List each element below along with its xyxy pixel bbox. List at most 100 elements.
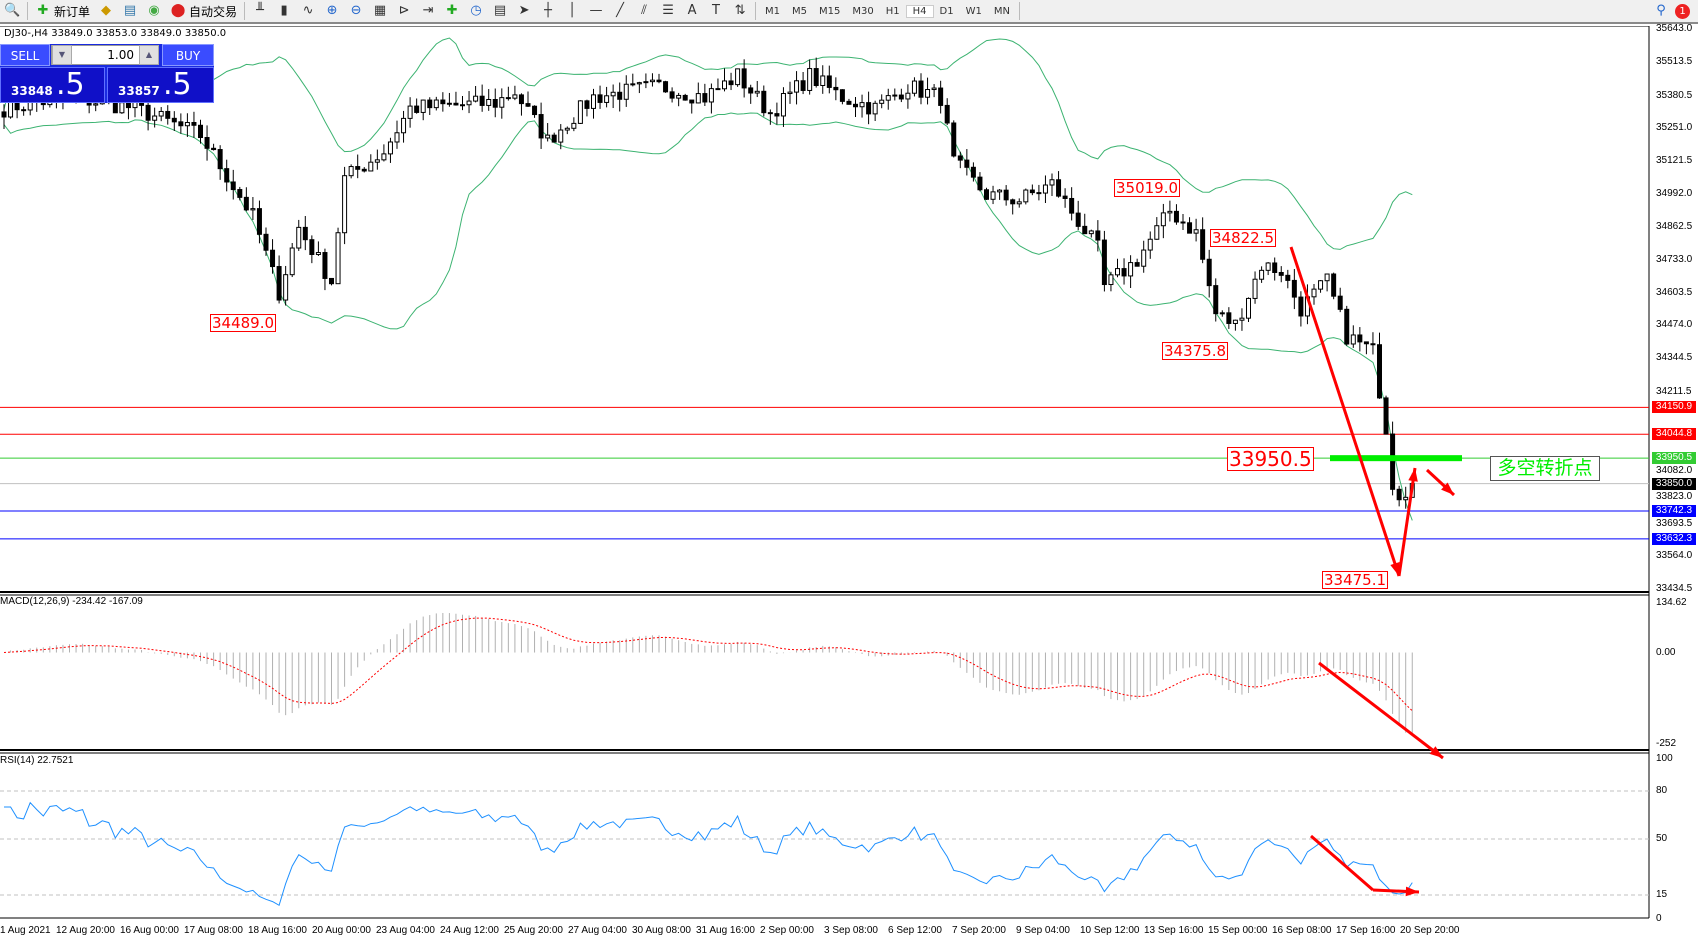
line-chart-icon[interactable]: ∿ [302, 3, 314, 18]
lots-decrease-button[interactable]: ▼ [52, 45, 72, 65]
time-axis-label: 9 Sep 04:00 [1016, 925, 1070, 936]
price-label-pivot[interactable]: 33950.5 [1227, 447, 1314, 471]
arrows-icon[interactable]: ⇅ [734, 3, 746, 18]
hline-price-tag[interactable]: 33950.5 [1652, 452, 1696, 464]
timeframe-m30[interactable]: M30 [852, 5, 874, 17]
templates-icon[interactable]: ▤ [493, 3, 507, 18]
sell-price[interactable]: 33848.5 [0, 67, 105, 103]
timeframe-m5[interactable]: M5 [792, 5, 808, 17]
crosshair-icon[interactable]: ┼ [544, 3, 552, 18]
candle-bull [1252, 278, 1258, 299]
candle-bear [1337, 295, 1343, 310]
price-label-high-2[interactable]: 34822.5 [1210, 229, 1277, 247]
candle-bull [368, 161, 374, 172]
candle-bear [584, 100, 590, 109]
buy-button[interactable]: BUY [162, 44, 214, 66]
candle-bear [518, 94, 524, 105]
candle-bull [885, 95, 891, 101]
candle-bear [1036, 192, 1042, 195]
autoscroll-icon[interactable]: ⇥ [422, 3, 434, 18]
price-axis-label: 34862.5 [1656, 221, 1693, 232]
hline-price-tag[interactable]: 34150.9 [1652, 401, 1696, 413]
candle-bull [859, 102, 865, 108]
bar-chart-icon[interactable]: ╨ [256, 3, 264, 18]
time-axis-label: 31 Aug 16:00 [696, 925, 755, 936]
candle-bear [774, 113, 780, 117]
candle-bull [591, 94, 596, 109]
notification-badge[interactable]: 1 [1675, 3, 1690, 19]
hline-price-tag[interactable]: 33850.0 [1652, 478, 1696, 490]
timeframe-h1[interactable]: H1 [885, 5, 900, 17]
timeframe-mn[interactable]: MN [993, 5, 1010, 17]
vertical-line-icon[interactable]: │ [568, 3, 576, 18]
candle-bull [512, 94, 518, 99]
candlestick-icon[interactable]: ▮ [280, 3, 288, 18]
candle-bear [276, 266, 282, 301]
candle-bull [394, 132, 400, 143]
candle-bear [237, 189, 243, 198]
candle-bull [387, 141, 393, 155]
cursor-icon[interactable]: ➤ [518, 3, 530, 18]
lots-increase-button[interactable]: ▲ [139, 45, 159, 65]
terminal-button[interactable]: ▤ [118, 0, 142, 22]
candle-bull [335, 232, 341, 285]
divider [1018, 2, 1020, 20]
trendline-icon[interactable]: ╱ [616, 3, 624, 18]
periods-icon[interactable]: ◷ [470, 3, 482, 18]
candle-bull [158, 110, 164, 117]
time-axis-label: 30 Aug 08:00 [632, 925, 691, 936]
price-label-low-2[interactable]: 34375.8 [1162, 342, 1229, 360]
candle-bull [1042, 184, 1048, 194]
zoom-out-icon[interactable]: ⊖ [350, 3, 362, 18]
candle-bull [499, 97, 505, 108]
horizontal-line-icon[interactable]: — [589, 3, 603, 18]
equidistant-channel-icon[interactable]: ⫽ [641, 3, 647, 18]
candle-bear [984, 189, 989, 200]
lots-input[interactable]: 1.00 [51, 45, 159, 65]
candle-bull [1324, 273, 1330, 282]
signal-button[interactable]: ◉ [142, 0, 166, 22]
indicators-icon[interactable]: ✚ [446, 3, 458, 18]
price-axis-label: 34992.0 [1656, 188, 1693, 199]
buy-price[interactable]: 33857.5 [107, 67, 214, 103]
text-icon[interactable]: A [687, 3, 697, 18]
toolbar-zoom[interactable]: 🔍 [0, 0, 24, 22]
new-order-button[interactable]: ✚ 新订单 [31, 0, 94, 22]
candle-bear [826, 75, 832, 88]
price-label-bottom[interactable]: 33475.1 [1322, 571, 1389, 589]
candle-bull [250, 208, 256, 211]
hline-price-tag[interactable]: 33632.3 [1652, 533, 1696, 545]
hline-price-tag[interactable]: 34044.8 [1652, 428, 1696, 440]
candle-bear [1272, 262, 1278, 274]
timeframe-h4[interactable]: H4 [905, 4, 934, 18]
candle-bear [1363, 341, 1369, 345]
candle-bull [925, 89, 931, 98]
candle-bear [178, 121, 184, 127]
price-label-low[interactable]: 34489.0 [210, 314, 277, 332]
turning-point-annotation[interactable]: 多空转折点 [1490, 456, 1600, 481]
candle-bear [669, 91, 675, 99]
timeframe-m1[interactable]: M1 [765, 5, 781, 17]
time-axis-label: 2 Sep 00:00 [760, 925, 814, 936]
chart-shift-icon[interactable]: ⊳ [398, 3, 410, 18]
timeframe-d1[interactable]: D1 [939, 5, 954, 17]
auto-trading-button[interactable]: ⬤ 自动交易 [166, 0, 241, 22]
price-label-high[interactable]: 35019.0 [1114, 179, 1181, 197]
candle-bear [440, 99, 446, 105]
fibonacci-icon[interactable]: ☰ [662, 3, 674, 18]
timeframe-w1[interactable]: W1 [965, 5, 982, 17]
sell-button[interactable]: SELL [0, 44, 50, 66]
hline-price-tag[interactable]: 33742.3 [1652, 505, 1696, 517]
tile-windows-icon[interactable]: ▦ [373, 3, 387, 18]
candle-bear [1200, 229, 1206, 260]
text-label-icon[interactable]: T [712, 3, 720, 18]
history-button[interactable]: ◆ [94, 0, 118, 22]
candle-bull [374, 159, 380, 163]
candle-bull [780, 93, 786, 117]
timeframe-m15[interactable]: M15 [819, 5, 841, 17]
zoom-in-icon[interactable]: ⊕ [326, 3, 338, 18]
search-icon[interactable]: ⚲ [1656, 3, 1666, 18]
price-chart[interactable] [0, 26, 1698, 939]
candle-bull [1193, 229, 1199, 234]
candle-bear [1278, 272, 1284, 276]
